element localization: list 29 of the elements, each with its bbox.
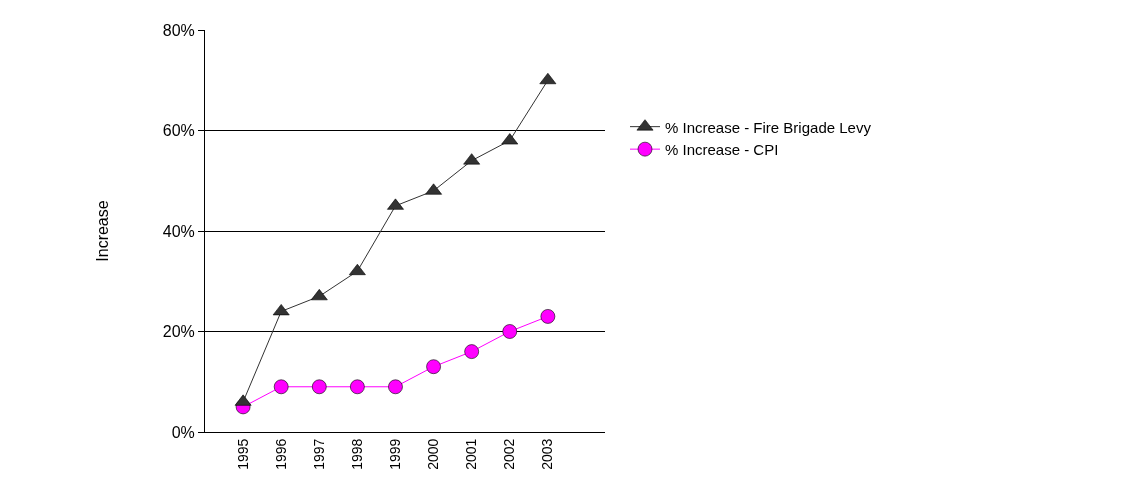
point xyxy=(312,379,327,395)
legend-label: % Increase - Fire Brigade Levy xyxy=(665,118,872,136)
x-tick-label: 1997 xyxy=(310,438,327,470)
x-tick-label: 2003 xyxy=(539,438,556,470)
x-tick-label: 2001 xyxy=(463,438,480,470)
x-tick-label: 2000 xyxy=(425,438,442,470)
point xyxy=(502,324,518,339)
point xyxy=(539,72,557,85)
point xyxy=(350,379,365,395)
point xyxy=(425,183,442,195)
x-tick-label: 1995 xyxy=(234,438,251,470)
y-tick-label: 80% xyxy=(162,21,195,39)
x-tick-label: 1996 xyxy=(272,438,289,470)
y-tick-label: 60% xyxy=(162,122,195,140)
point xyxy=(464,344,479,359)
y-tick-label: 0% xyxy=(171,423,195,441)
point xyxy=(349,263,366,275)
point xyxy=(388,379,403,395)
x-tick-label: 1998 xyxy=(348,438,365,470)
point xyxy=(540,309,556,324)
x-tick-label: 1999 xyxy=(387,438,404,470)
point xyxy=(387,198,404,210)
legend-label: % Increase - CPI xyxy=(665,141,779,158)
y-tick-label: 40% xyxy=(162,222,195,240)
point xyxy=(273,379,289,395)
point xyxy=(426,359,441,374)
y-tick-label: 20% xyxy=(162,323,195,341)
y-axis-title: Increase xyxy=(93,200,111,262)
x-tick-label: 2002 xyxy=(501,438,518,470)
